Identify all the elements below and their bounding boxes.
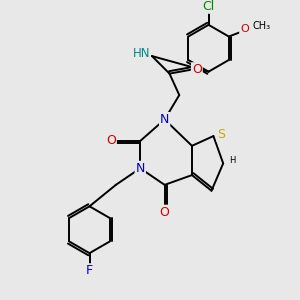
Text: O: O [240,24,249,34]
Text: N: N [136,162,145,175]
Text: O: O [106,134,116,148]
Text: F: F [86,264,93,277]
Text: O: O [160,206,170,219]
Text: HN: HN [133,46,150,60]
Text: O: O [192,63,202,76]
Text: H: H [229,156,235,165]
Text: CH₃: CH₃ [252,21,270,31]
Text: Cl: Cl [202,0,215,13]
Text: N: N [160,113,169,126]
Text: S: S [217,128,225,141]
